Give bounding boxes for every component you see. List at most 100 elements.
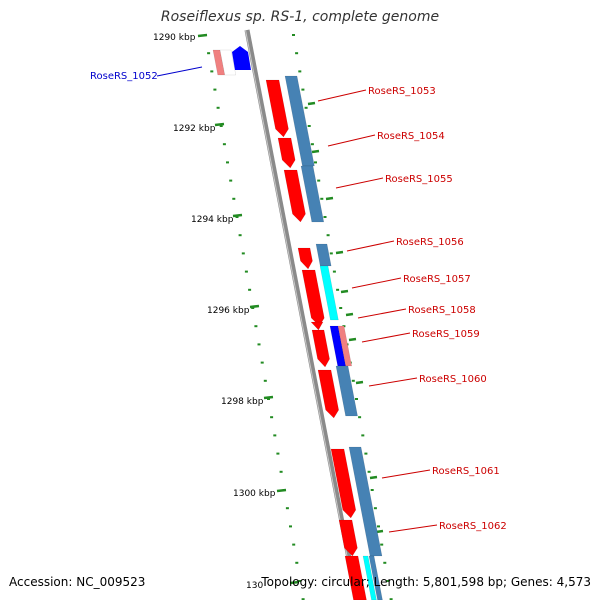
leader-line	[346, 240, 395, 252]
gene-feature-spacer[interactable]	[219, 49, 237, 76]
minor-tick-dot	[270, 416, 274, 419]
leader-line	[335, 177, 384, 189]
minor-tick-dot	[310, 143, 314, 146]
outer-tick	[340, 289, 349, 294]
gene-feature-roseRS-1055-partner[interactable]	[300, 165, 325, 223]
gene-label-roseRS-1053[interactable]: RoseRS_1053	[368, 86, 436, 97]
outer-tick	[355, 380, 364, 385]
minor-tick-dot	[292, 543, 296, 546]
leader-line	[361, 332, 411, 343]
minor-tick-dot	[263, 379, 267, 382]
minor-tick-dot	[317, 179, 321, 182]
gene-feature-roseRS-1056[interactable]	[297, 247, 313, 270]
minor-tick-dot	[307, 125, 311, 127]
gene-feature-roseRS-1061[interactable]	[330, 448, 357, 519]
gene-label-roseRS-1056[interactable]: RoseRS_1056	[396, 237, 464, 248]
gene-label-roseRS-1052[interactable]: RoseRS_1052	[90, 71, 158, 82]
minor-tick-dot	[248, 288, 252, 291]
genome-summary-label: Topology: circular; Length: 5,801,598 bp…	[261, 575, 591, 589]
gene-feature-roseRS-1054[interactable]	[277, 137, 296, 169]
gene-feature-roseRS-1056-partner[interactable]	[315, 243, 332, 267]
map-title: Roseiflexus sp. RS-1, complete genome	[160, 9, 440, 25]
gene-feature-roseRS-1060[interactable]	[317, 369, 339, 419]
minor-tick-dot	[235, 216, 239, 218]
major-tick	[289, 580, 300, 585]
minor-tick-dot	[332, 270, 336, 273]
gene-label-roseRS-1059[interactable]: RoseRS_1059	[412, 329, 480, 340]
outer-tick	[335, 250, 344, 255]
outer-tick	[307, 101, 316, 106]
minor-tick-dot	[358, 416, 362, 419]
leader-line	[351, 277, 402, 289]
minor-tick-dot	[295, 561, 299, 564]
major-tick	[276, 488, 287, 493]
outer-tick	[345, 312, 354, 317]
leader-line	[156, 66, 203, 77]
tick-label-1290: 1290 kbp	[153, 33, 196, 43]
minor-tick-dot	[244, 270, 248, 273]
genome-backbone	[244, 29, 360, 601]
minor-tick-dot	[320, 197, 324, 200]
leader-line	[317, 89, 367, 102]
tick-label-1292: 1292 kbp	[173, 124, 216, 134]
minor-tick-dot	[222, 143, 226, 146]
gene-feature-roseRS-1055[interactable]	[283, 169, 306, 223]
minor-tick-dot	[389, 598, 393, 601]
minor-tick-dot	[226, 161, 229, 164]
gene-label-roseRS-1057[interactable]: RoseRS_1057	[403, 274, 471, 285]
gene-feature-roseRS-1059-arrow[interactable]	[311, 329, 330, 368]
minor-tick-dot	[383, 561, 387, 564]
minor-tick-dot	[377, 525, 380, 528]
gene-feature-roseRS-1059-pink[interactable]	[337, 325, 353, 367]
outer-tick	[369, 475, 378, 480]
tick-label-1302: 130	[246, 581, 263, 591]
minor-tick-dot	[254, 325, 258, 328]
gene-label-roseRS-1061[interactable]: RoseRS_1061	[432, 466, 500, 477]
tick-label-1294: 1294 kbp	[191, 215, 234, 225]
minor-tick-dot	[304, 106, 308, 109]
minor-tick-dot	[273, 434, 277, 437]
major-tick	[249, 304, 260, 309]
gene-label-roseRS-1054[interactable]: RoseRS_1054	[377, 131, 445, 142]
minor-tick-dot	[213, 88, 217, 91]
minor-tick-dot	[210, 70, 214, 73]
gene-labels[interactable]: RoseRS_1052 RoseRS_1053 RoseRS_1054 Rose…	[90, 71, 507, 532]
backbone-highlight	[245, 29, 356, 601]
gene-feature-roseRS-1058[interactable]	[310, 321, 324, 331]
gene-feature-roseRS-1057-cyan[interactable]	[319, 265, 339, 321]
minor-tick-dot	[323, 216, 327, 218]
minor-tick-dot	[336, 288, 340, 291]
minor-tick-dot	[289, 525, 292, 528]
gene-feature-roseRS-1052[interactable]	[232, 46, 251, 70]
minor-tick-dot	[386, 580, 390, 582]
gene-label-roseRS-1055[interactable]: RoseRS_1055	[385, 174, 453, 185]
gene-feature-roseRS-1053-partner[interactable]	[284, 75, 315, 167]
minor-tick-dot	[241, 252, 245, 255]
minor-tick-dot	[257, 343, 261, 346]
major-tick	[263, 395, 274, 400]
gene-feature-roseRS-1053[interactable]	[265, 79, 289, 138]
minor-tick-dot	[301, 88, 305, 91]
major-tick	[197, 33, 208, 38]
gene-label-roseRS-1058[interactable]: RoseRS_1058	[408, 305, 476, 316]
minor-tick-dot	[339, 307, 343, 309]
gene-label-roseRS-1062[interactable]: RoseRS_1062	[439, 521, 507, 532]
minor-tick-dot	[229, 179, 233, 182]
leader-line	[327, 134, 376, 147]
tick-label-1296: 1296 kbp	[207, 306, 250, 316]
gene-feature-roseRS-1057[interactable]	[301, 269, 325, 327]
major-ticks	[197, 33, 384, 585]
gene-feature-roseRS-1061-partner[interactable]	[348, 446, 383, 557]
minor-tick-dot	[232, 197, 236, 200]
outer-tick	[348, 337, 357, 342]
minor-tick-dot	[355, 398, 358, 400]
gene-features[interactable]	[212, 46, 383, 601]
minor-tick-dot	[251, 307, 255, 309]
gene-feature-roseRS-1062[interactable]	[338, 519, 358, 557]
gene-feature-roseRS-1060-partner[interactable]	[335, 365, 358, 417]
minor-tick-dot	[276, 452, 280, 455]
gene-label-roseRS-1060[interactable]: RoseRS_1060	[419, 374, 487, 385]
minor-tick-dot	[285, 507, 289, 510]
